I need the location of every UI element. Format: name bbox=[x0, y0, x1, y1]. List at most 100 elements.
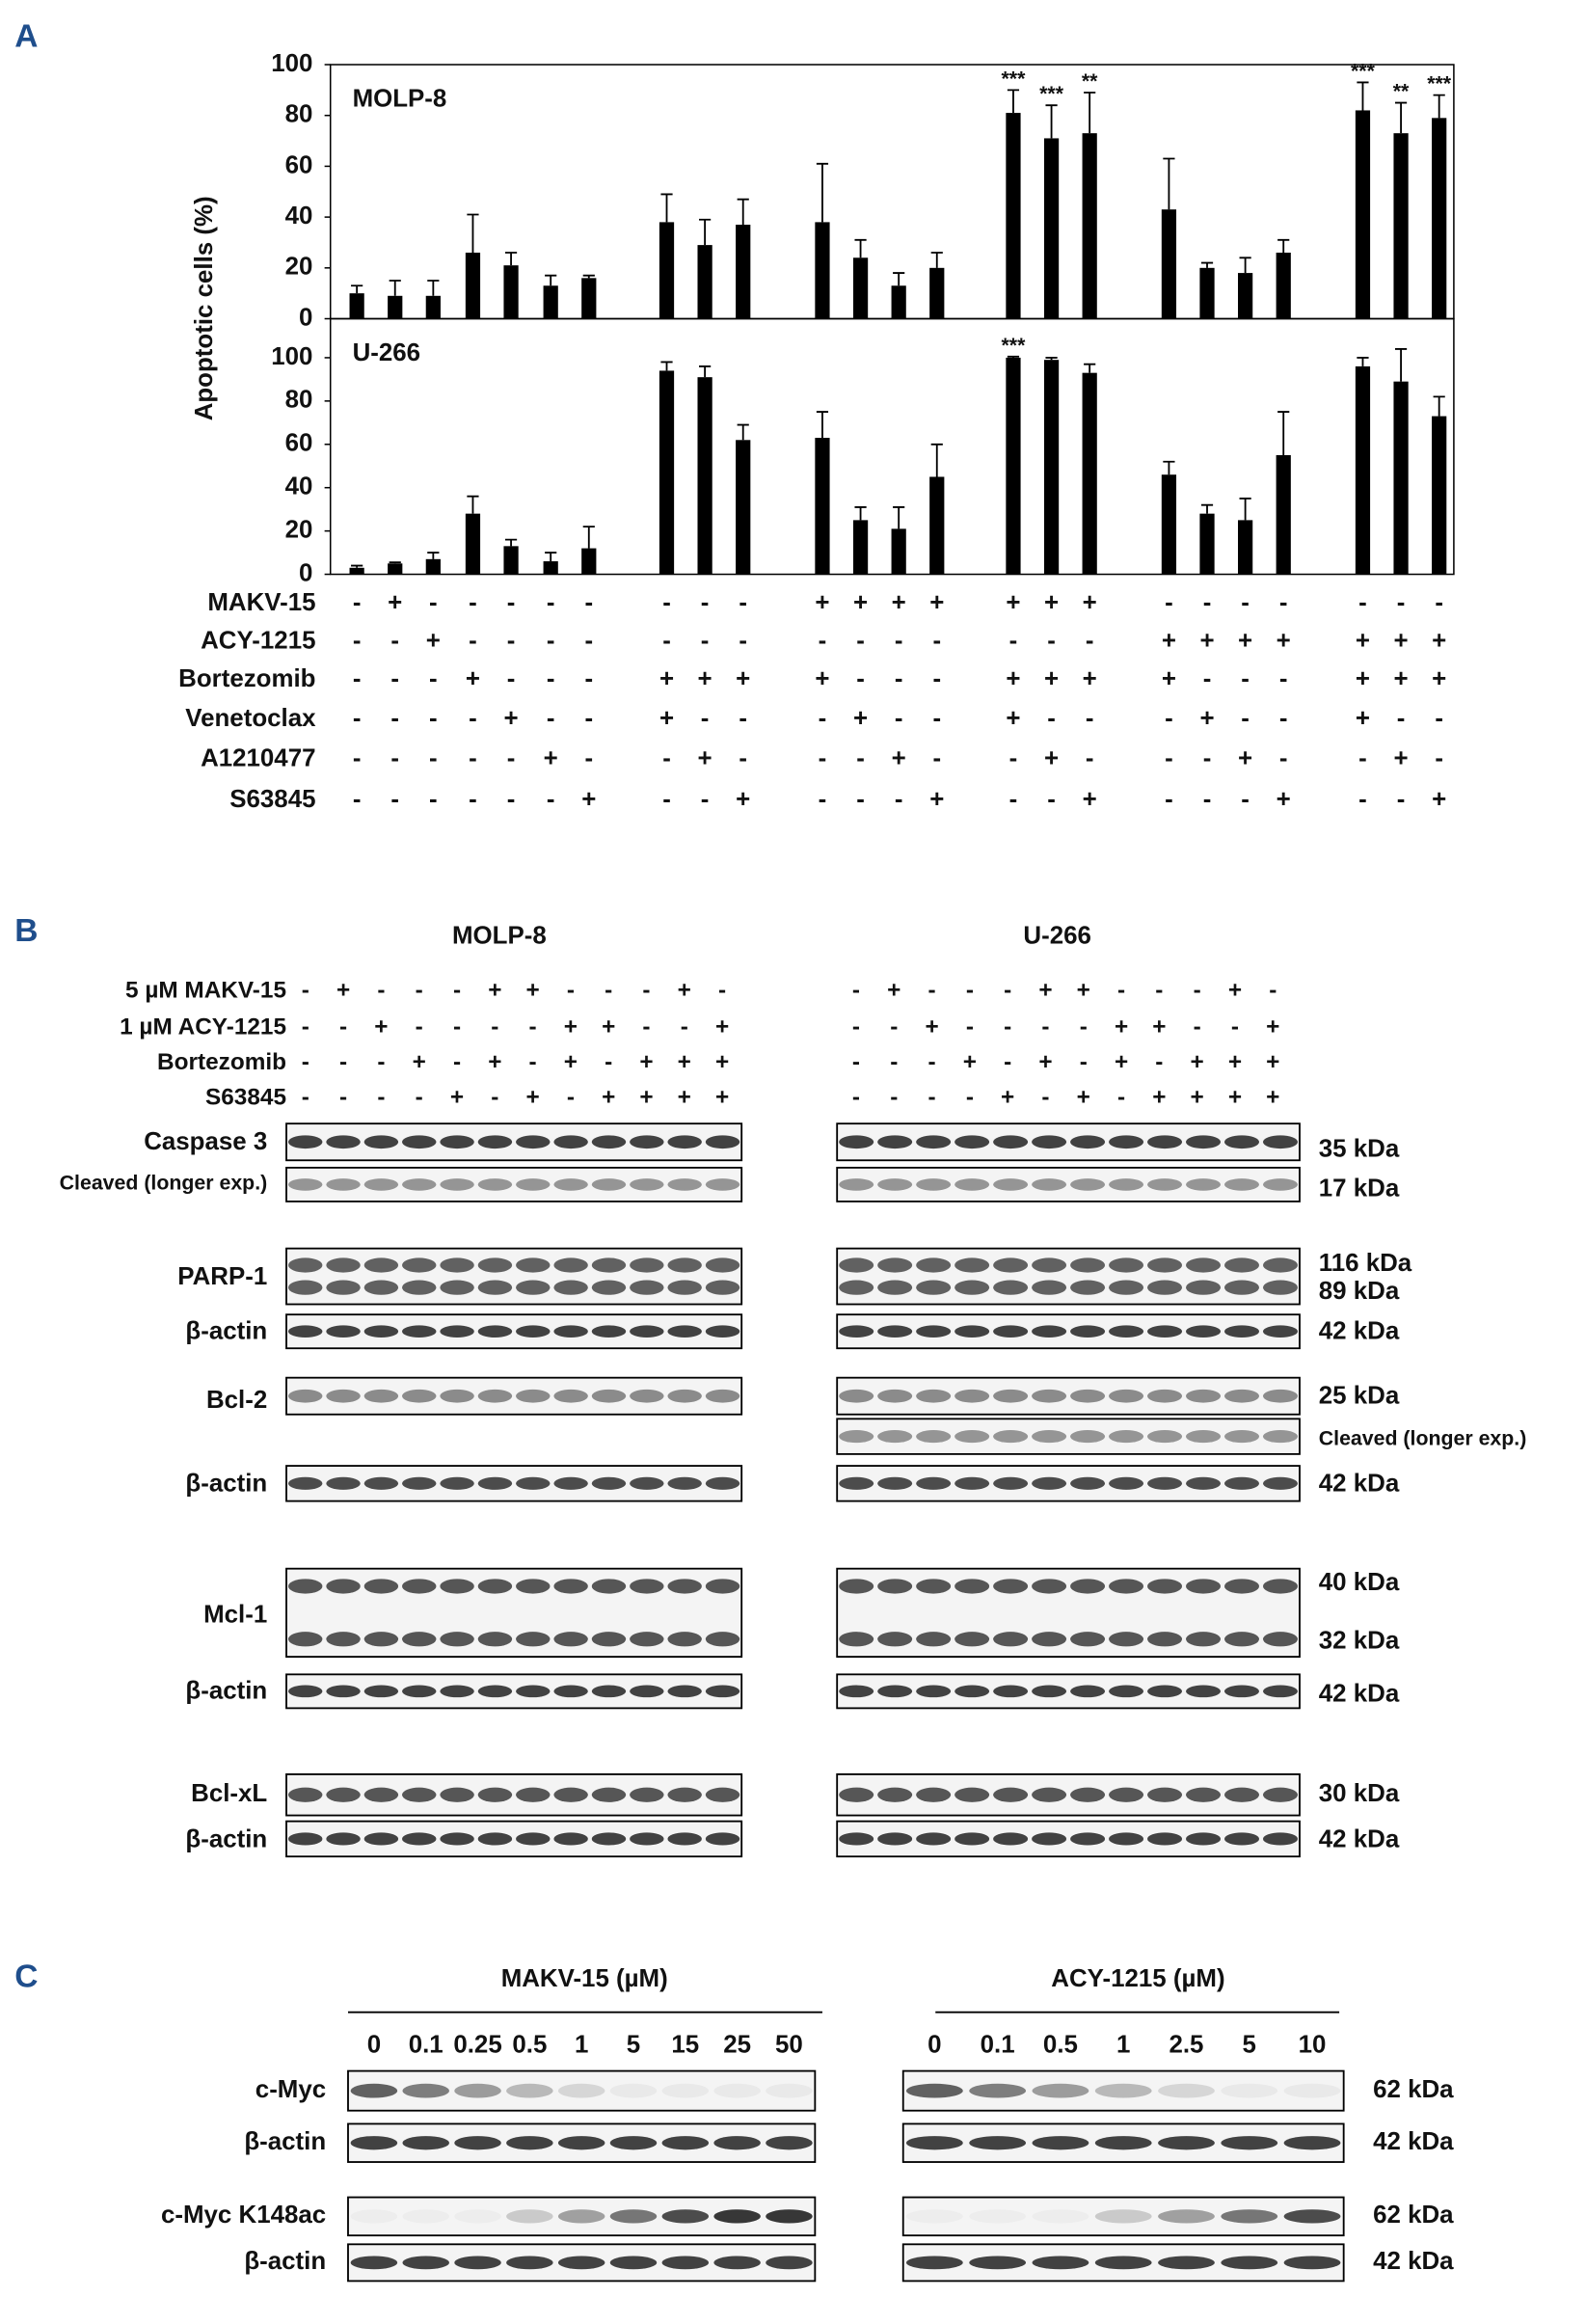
condition-sign: + bbox=[1277, 786, 1291, 813]
condition-sign: - bbox=[819, 627, 827, 654]
error-bar bbox=[930, 252, 943, 268]
band bbox=[516, 1257, 551, 1273]
blot-label: Bcl-xL bbox=[191, 1780, 267, 1807]
band bbox=[667, 1325, 702, 1338]
bar bbox=[852, 257, 869, 319]
condition-sign: - bbox=[895, 786, 903, 813]
band bbox=[1109, 1325, 1144, 1338]
error-bar bbox=[467, 213, 479, 254]
band bbox=[1186, 1832, 1222, 1846]
band bbox=[1224, 1579, 1259, 1594]
band bbox=[630, 1135, 664, 1149]
blot-label: β-actin bbox=[185, 1677, 267, 1704]
condition-sign: + bbox=[887, 978, 901, 1004]
bar bbox=[1355, 365, 1371, 575]
blot-size: 42 kDa bbox=[1319, 1681, 1400, 1708]
condition-sign: - bbox=[1358, 589, 1367, 616]
condition-sign: - bbox=[339, 1049, 347, 1075]
band bbox=[477, 1579, 513, 1594]
condition-sign: - bbox=[1155, 1049, 1163, 1075]
cell-line: MOLP-8 bbox=[452, 923, 547, 950]
band bbox=[454, 2256, 501, 2270]
blot-label: β-actin bbox=[185, 1471, 267, 1498]
band bbox=[326, 1135, 361, 1149]
band bbox=[1147, 1787, 1183, 1802]
significance: *** bbox=[1427, 72, 1452, 95]
band bbox=[1158, 2256, 1215, 2270]
condition-sign: - bbox=[416, 978, 423, 1004]
condition-sign: + bbox=[1044, 589, 1059, 616]
band bbox=[1147, 1476, 1183, 1490]
condition-sign: + bbox=[602, 1014, 615, 1040]
band bbox=[954, 1832, 990, 1846]
band bbox=[630, 1685, 664, 1698]
band bbox=[477, 1787, 513, 1802]
band bbox=[609, 2083, 658, 2098]
band bbox=[440, 1257, 474, 1273]
band bbox=[1186, 1632, 1222, 1647]
bar bbox=[1238, 273, 1253, 319]
band bbox=[1186, 1787, 1222, 1802]
blot-size: Cleaved (longer exp.) bbox=[1319, 1426, 1527, 1449]
condition-sign: + bbox=[1432, 786, 1446, 813]
condition-sign: - bbox=[353, 627, 362, 654]
band bbox=[667, 1135, 702, 1149]
y-tick-label: 60 bbox=[285, 151, 313, 178]
condition-sign: - bbox=[819, 786, 827, 813]
concentration: 5 bbox=[1243, 2032, 1256, 2059]
condition-sign: - bbox=[507, 744, 516, 771]
band bbox=[1032, 1579, 1067, 1594]
band bbox=[1283, 2083, 1341, 2098]
condition-sign: + bbox=[853, 705, 868, 732]
band bbox=[705, 1476, 740, 1490]
concentration: 0 bbox=[927, 2032, 941, 2059]
condition-sign: - bbox=[469, 786, 477, 813]
band bbox=[954, 1178, 990, 1191]
band bbox=[1221, 2083, 1278, 2098]
condition-sign: - bbox=[469, 627, 477, 654]
band bbox=[363, 1579, 399, 1594]
bar bbox=[581, 548, 597, 575]
condition-sign: + bbox=[1199, 627, 1214, 654]
band bbox=[954, 1476, 990, 1490]
band bbox=[905, 2256, 963, 2270]
error-bar bbox=[699, 218, 712, 246]
error-bar bbox=[1433, 94, 1445, 119]
error-bar bbox=[1084, 363, 1096, 373]
condition-sign: - bbox=[662, 744, 671, 771]
band bbox=[1224, 1389, 1259, 1403]
condition-sign: - bbox=[1009, 786, 1018, 813]
band bbox=[993, 1135, 1029, 1149]
band bbox=[1283, 2209, 1341, 2224]
condition-sign: + bbox=[639, 1049, 653, 1075]
band bbox=[402, 1257, 437, 1273]
band bbox=[454, 2136, 501, 2150]
error-bar bbox=[1433, 395, 1445, 417]
band bbox=[440, 1135, 474, 1149]
band bbox=[363, 1178, 399, 1191]
band bbox=[954, 1135, 990, 1149]
condition-sign: - bbox=[1241, 786, 1250, 813]
bar bbox=[697, 245, 712, 319]
band bbox=[1094, 2083, 1152, 2098]
condition-sign: - bbox=[852, 978, 860, 1004]
blot-box bbox=[836, 1567, 1301, 1658]
condition-sign: - bbox=[429, 665, 438, 692]
band bbox=[287, 1685, 323, 1698]
band bbox=[713, 2209, 761, 2224]
band bbox=[839, 1632, 874, 1647]
condition-sign: - bbox=[932, 627, 941, 654]
band bbox=[363, 1325, 399, 1338]
condition-sign: + bbox=[1115, 1014, 1128, 1040]
band bbox=[916, 1787, 952, 1802]
y-tick-label: 100 bbox=[271, 50, 312, 77]
condition-sign: - bbox=[529, 1049, 537, 1075]
condition-sign: + bbox=[388, 589, 402, 616]
condition-sign: - bbox=[1009, 627, 1018, 654]
bar bbox=[581, 278, 597, 319]
band bbox=[705, 1257, 740, 1273]
y-tick-label: 0 bbox=[299, 304, 312, 331]
band bbox=[916, 1832, 952, 1846]
band bbox=[713, 2136, 761, 2150]
band bbox=[630, 1325, 664, 1338]
